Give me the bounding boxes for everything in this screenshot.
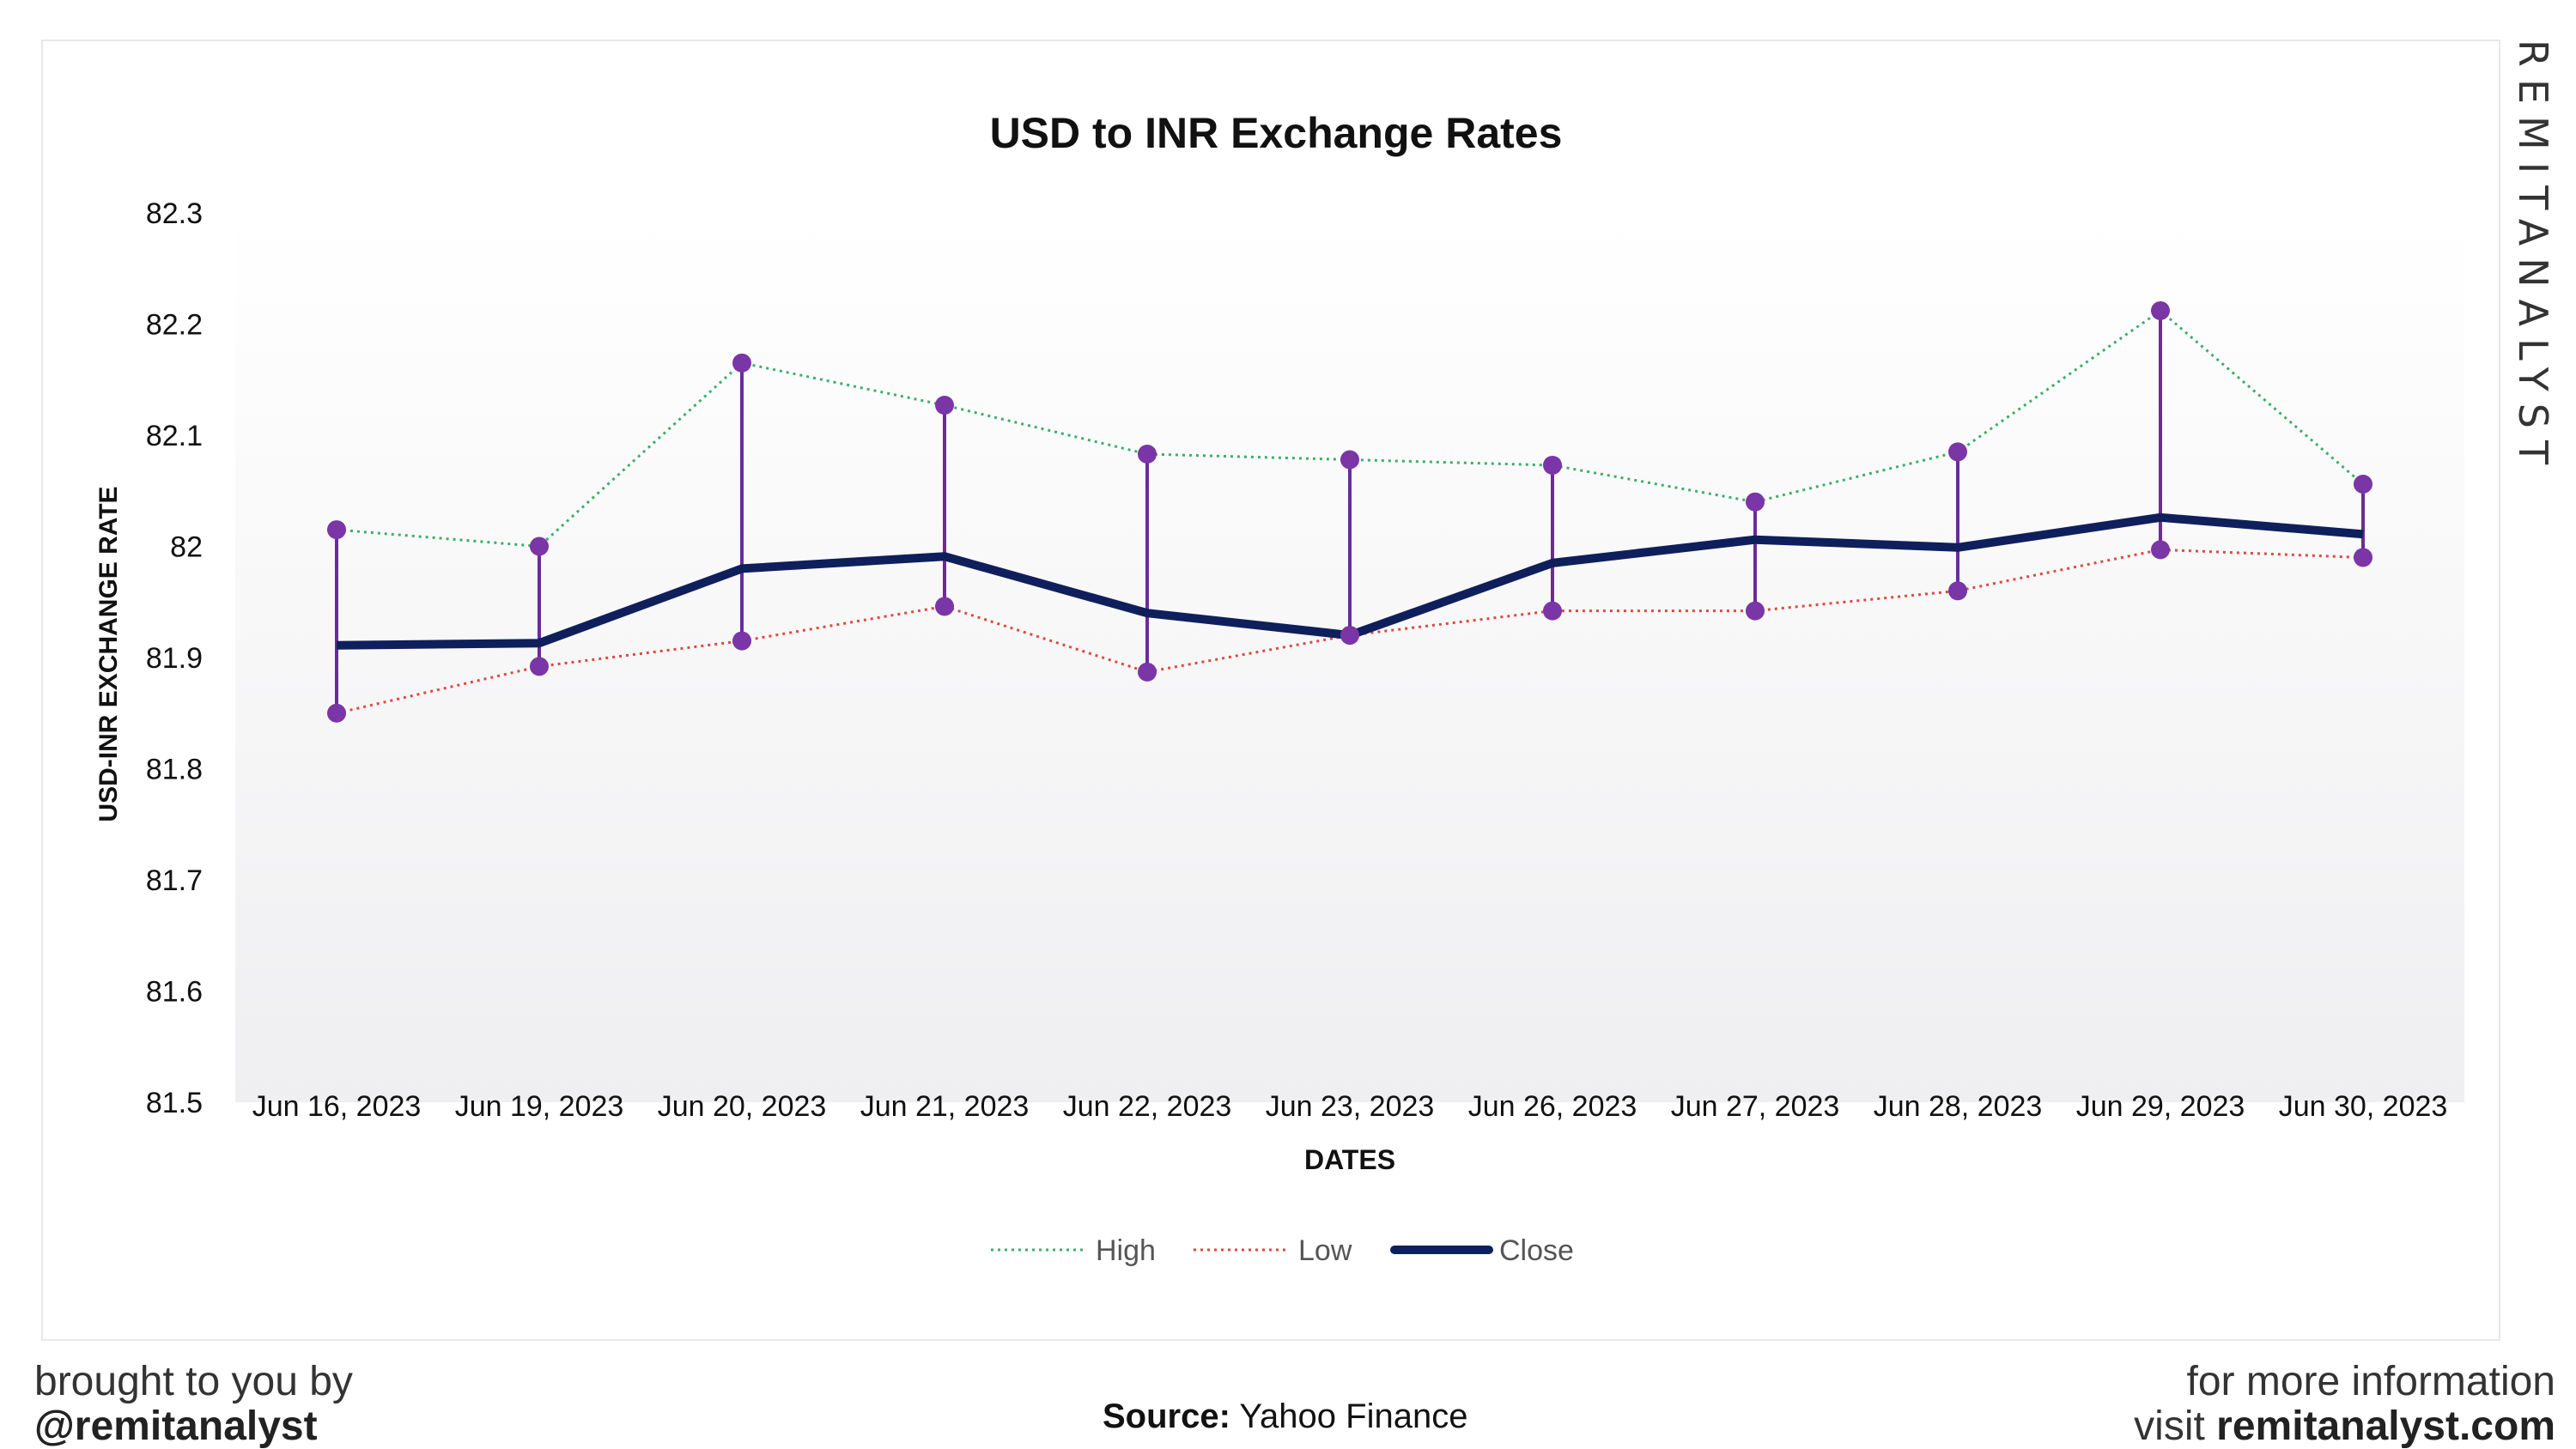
high-low-markers xyxy=(327,300,2372,723)
y-tick-label: 81.9 xyxy=(146,642,203,675)
x-tick-label: Jun 30, 2023 xyxy=(2279,1090,2448,1123)
plot-area xyxy=(235,213,2464,1102)
x-tick-label: Jun 19, 2023 xyxy=(455,1090,624,1123)
visit-line: visit remitanalyst.com xyxy=(2134,1404,2555,1449)
low-point xyxy=(2151,540,2170,560)
x-tick-label: Jun 29, 2023 xyxy=(2076,1090,2245,1123)
social-handle: @remitanalyst xyxy=(34,1404,318,1449)
y-axis-title: USD-INR EXCHANGE RATE xyxy=(94,486,123,822)
low-point xyxy=(327,703,346,723)
chart-title: USD to INR Exchange Rates xyxy=(990,109,1563,157)
high-point xyxy=(732,353,751,373)
chart-frame: USD to INR Exchange Rates 81.5 81.6 81.7 81… xyxy=(41,39,2500,1341)
low-point xyxy=(530,657,549,676)
y-tick-label: 82.2 xyxy=(146,309,203,342)
x-tick-label: Jun 27, 2023 xyxy=(1671,1090,1840,1123)
low-point xyxy=(1138,662,1157,682)
high-point xyxy=(1543,455,1562,475)
x-tick-label: Jun 21, 2023 xyxy=(860,1090,1030,1123)
y-tick-label: 81.8 xyxy=(146,754,203,786)
high-point xyxy=(530,537,549,556)
y-tick-label: 82.1 xyxy=(146,420,203,452)
legend-label: Close xyxy=(1499,1234,1574,1267)
x-axis-title: DATES xyxy=(1304,1144,1395,1175)
x-axis-ticks: Jun 16, 2023 Jun 19, 2023 Jun 20, 2023 Jun … xyxy=(252,1090,2448,1123)
high-point xyxy=(2151,300,2170,320)
x-tick-label: Jun 20, 2023 xyxy=(658,1090,827,1123)
x-tick-label: Jun 22, 2023 xyxy=(1063,1090,1232,1123)
low-point xyxy=(1948,581,1967,601)
source-value: Yahoo Finance xyxy=(1239,1397,1468,1435)
source-note: Source: Yahoo Finance xyxy=(1103,1397,1467,1436)
high-point xyxy=(327,520,346,540)
high-point xyxy=(1948,442,1967,462)
high-point xyxy=(935,396,954,415)
x-tick-label: Jun 28, 2023 xyxy=(1874,1090,2043,1123)
footer-credit: brought to you by @remitanalyst xyxy=(34,1360,353,1449)
y-tick-label: 82 xyxy=(170,531,203,564)
info-line: for more information xyxy=(2186,1359,2556,1404)
y-tick-label: 81.7 xyxy=(146,864,203,897)
website-link[interactable]: remitanalyst.com xyxy=(2216,1404,2555,1449)
low-point xyxy=(732,631,751,651)
x-tick-label: Jun 26, 2023 xyxy=(1468,1090,1637,1123)
low-point xyxy=(2354,548,2372,567)
brand-vertical-logo: REMITANALYST xyxy=(2510,39,2556,477)
low-point xyxy=(935,597,954,616)
visit-prefix: visit xyxy=(2134,1404,2217,1449)
y-axis-ticks: 81.5 81.6 81.7 81.8 81.9 82 82.1 82.2 82.3 xyxy=(146,197,203,1119)
high-low-range-lines xyxy=(335,310,2365,713)
legend-label: Low xyxy=(1298,1234,1352,1267)
line-chart: USD to INR Exchange Rates 81.581.681.781… xyxy=(94,109,2464,1267)
series-line-high xyxy=(336,309,2364,549)
x-tick-label: Jun 16, 2023 xyxy=(252,1090,422,1123)
low-point xyxy=(1746,601,1765,621)
legend: High Low Close xyxy=(991,1234,1574,1267)
high-point xyxy=(2354,474,2372,494)
source-label: Source: xyxy=(1103,1397,1230,1435)
high-point xyxy=(1340,450,1359,470)
high-point xyxy=(1138,445,1157,464)
y-tick-label: 81.5 xyxy=(146,1087,203,1119)
y-tick-label: 82.3 xyxy=(146,197,203,230)
footer-info: for more information visit remitanalyst.… xyxy=(2134,1360,2555,1449)
tagline: brought to you by xyxy=(34,1359,353,1404)
low-point xyxy=(1543,601,1562,621)
y-tick-label: 81.6 xyxy=(146,976,203,1009)
low-point xyxy=(1340,626,1359,646)
high-point xyxy=(1746,492,1765,512)
x-tick-label: Jun 23, 2023 xyxy=(1266,1090,1435,1123)
series-line-low xyxy=(336,548,2364,715)
legend-label: High xyxy=(1096,1234,1156,1267)
